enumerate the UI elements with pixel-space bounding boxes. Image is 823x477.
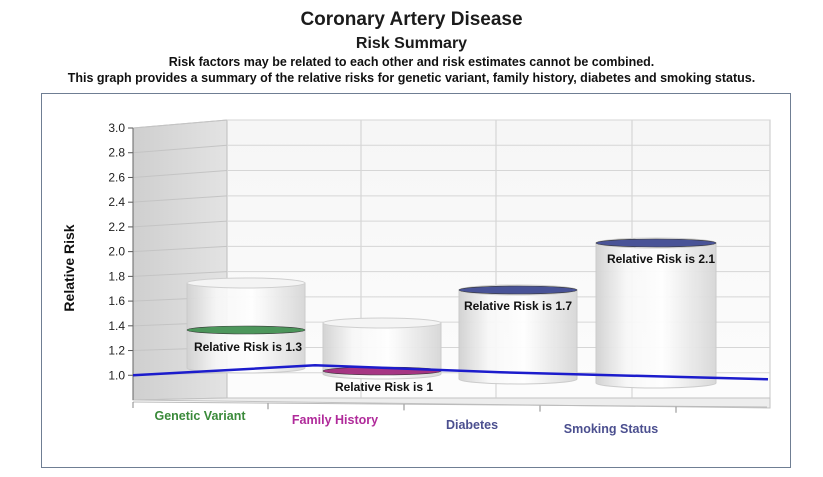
x-category-label: Genetic Variant xyxy=(154,409,246,423)
y-tick-label: 1.8 xyxy=(108,269,125,283)
y-tick-label: 1.4 xyxy=(108,319,125,333)
data-label: Relative Risk is 1.3 xyxy=(194,340,302,354)
y-tick-label: 2.0 xyxy=(108,245,125,259)
y-axis-label: Relative Risk xyxy=(61,224,77,311)
y-tick-label: 2.4 xyxy=(108,195,125,209)
x-axis-line xyxy=(132,401,768,408)
y-tick-label: 2.2 xyxy=(108,220,125,234)
y-tick-label: 2.8 xyxy=(108,146,125,160)
y-tick-label: 2.6 xyxy=(108,170,125,184)
reference-line-1-0 xyxy=(132,364,769,381)
risk-cylinder: Relative Risk is 1.3 xyxy=(186,277,306,374)
data-label: Relative Risk is 2.1 xyxy=(607,252,715,266)
y-tick-label: 1.6 xyxy=(108,294,125,308)
y-axis: 1.0 1.2 1.4 1.6 1.8 2.0 2.2 2.4 2.6 2.8 3.0 Relativ… xyxy=(61,121,134,400)
risk-cylinder: Relative Risk is 1 xyxy=(322,317,442,394)
cylinder-body xyxy=(322,322,442,380)
data-label: Relative Risk is 1.7 xyxy=(464,299,572,313)
risk-value-marker xyxy=(595,238,717,248)
gridline-left xyxy=(132,195,228,203)
chart-cylinders: Relative Risk is 1.3 Relative Risk is 1 Re… xyxy=(186,237,717,394)
y-tick-label: 3.0 xyxy=(108,121,125,135)
y-tick-label: 1.0 xyxy=(108,368,125,382)
x-axis: Genetic Variant Family History Diabetes Smo… xyxy=(132,401,768,436)
gridline-left xyxy=(132,170,228,178)
chart-description-line-2: This graph provides a summary of the rel… xyxy=(67,71,756,85)
reference-line xyxy=(132,364,769,381)
gridline-left xyxy=(132,144,228,154)
chart-description-line-1: Risk factors may be related to each othe… xyxy=(168,55,655,69)
cylinder-top xyxy=(186,277,306,289)
risk-cylinder: Relative Risk is 2.1 xyxy=(595,237,717,389)
gridline-left xyxy=(132,220,228,228)
risk-value-marker xyxy=(186,325,306,335)
cylinder-body xyxy=(595,242,717,389)
x-category-label: Diabetes xyxy=(446,418,498,432)
x-category-label: Smoking Status xyxy=(564,422,659,436)
x-category-label: Family History xyxy=(292,413,378,427)
risk-value-marker xyxy=(458,285,578,295)
data-label: Relative Risk is 1 xyxy=(335,380,433,394)
chart-title: Coronary Artery Disease xyxy=(300,9,523,30)
gridline-left xyxy=(132,119,228,129)
cylinder-top xyxy=(322,317,442,329)
gridline-left xyxy=(132,245,228,253)
gridline-left xyxy=(132,271,228,277)
risk-cylinder: Relative Risk is 1.7 xyxy=(458,284,578,385)
chart-subtitle: Risk Summary xyxy=(355,35,468,52)
cylinder-body xyxy=(458,289,578,385)
y-tick-label: 1.2 xyxy=(108,344,125,358)
